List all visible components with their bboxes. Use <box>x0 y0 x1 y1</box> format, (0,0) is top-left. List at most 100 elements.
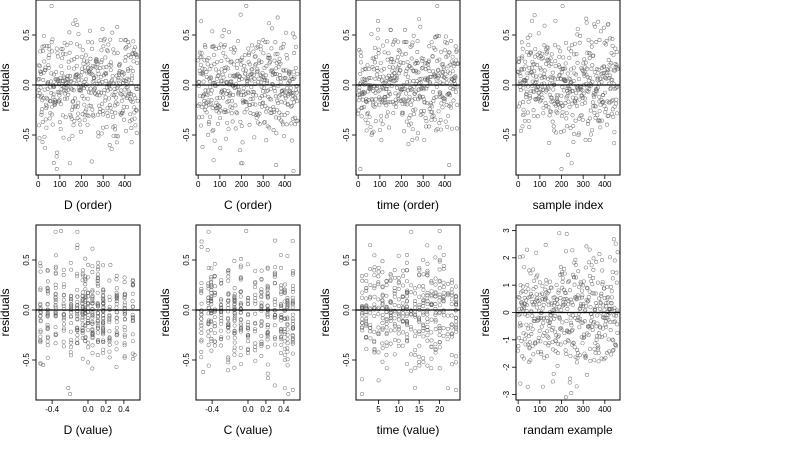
scatter-point <box>219 280 224 285</box>
scatter-point <box>598 125 603 130</box>
scatter-point <box>114 305 119 310</box>
scatter-point <box>52 72 56 77</box>
scatter-point <box>285 56 290 61</box>
scatter-point <box>200 145 205 149</box>
scatter-point <box>62 96 67 101</box>
scatter-point <box>98 66 103 71</box>
scatter-point <box>75 316 80 321</box>
scatter-point <box>413 291 418 296</box>
scatter-point <box>530 343 535 348</box>
scatter-point <box>537 280 542 285</box>
scatter-point <box>416 87 421 92</box>
scatter-point <box>429 280 434 285</box>
x-tick-label: 200 <box>235 180 249 189</box>
scatter-point <box>563 348 568 353</box>
scatter-point <box>226 299 231 304</box>
scatter-point <box>528 51 533 56</box>
scatter-point <box>135 87 140 92</box>
scatter-point <box>601 99 606 104</box>
scatter-point <box>580 341 585 346</box>
scatter-point <box>441 290 446 295</box>
scatter-point <box>583 100 588 105</box>
y-tick-label: 0.0 <box>182 79 191 91</box>
scatter-point <box>413 89 418 94</box>
scatter-point <box>530 83 535 88</box>
scatter-point <box>393 91 398 96</box>
scatter-point <box>526 287 531 292</box>
scatter-point <box>396 324 401 329</box>
scatter-point <box>571 341 576 346</box>
scatter-point <box>409 290 413 295</box>
scatter-point <box>117 62 122 66</box>
scatter-point <box>199 339 204 344</box>
scatter-point <box>103 98 108 103</box>
scatter-point <box>53 266 58 271</box>
scatter-point <box>359 114 364 119</box>
scatter-point <box>610 295 614 300</box>
scatter-point <box>429 279 434 284</box>
scatter-point <box>90 289 95 294</box>
scatter-point <box>602 103 607 108</box>
scatter-point <box>413 366 418 370</box>
scatter-point <box>391 111 396 116</box>
scatter-point <box>232 318 237 323</box>
scatter-point <box>61 328 66 333</box>
scatter-point <box>90 343 95 348</box>
scatter-point <box>372 313 377 318</box>
scatter-point <box>580 288 585 293</box>
scatter-point <box>546 289 551 294</box>
scatter-point <box>45 268 50 273</box>
scatter-point <box>197 68 202 73</box>
scatter-point <box>436 109 441 114</box>
scatter-point <box>424 61 429 65</box>
scatter-point <box>591 276 596 281</box>
scatter-point <box>419 86 423 91</box>
scatter-point <box>124 45 129 50</box>
y-tick-label: -0.5 <box>22 353 31 367</box>
scatter-point <box>370 98 375 103</box>
scatter-point <box>88 90 93 95</box>
scatter-point <box>69 58 74 63</box>
scatter-point <box>232 317 237 322</box>
scatter-point <box>130 76 135 81</box>
scatter-point <box>429 356 434 361</box>
scatter-point <box>567 380 572 385</box>
scatter-point <box>101 319 106 324</box>
scatter-point <box>380 326 385 331</box>
scatter-point <box>101 65 106 70</box>
scatter-point <box>568 353 573 358</box>
scatter-point <box>122 333 127 338</box>
scatter-point <box>433 276 438 281</box>
scatter-point <box>395 58 400 63</box>
scatter-point <box>429 344 434 349</box>
scatter-point <box>90 40 95 45</box>
scatter-point <box>525 50 530 55</box>
scatter-point <box>217 104 222 109</box>
scatter-point <box>64 43 69 48</box>
scatter-point <box>90 293 95 298</box>
scatter-point <box>59 70 64 75</box>
scatter-point <box>531 287 536 292</box>
scatter-point <box>253 358 258 363</box>
scatter-point <box>225 100 230 105</box>
scatter-point <box>199 290 204 295</box>
scatter-point <box>246 296 251 301</box>
scatter-point <box>215 60 219 65</box>
scatter-point <box>281 76 286 81</box>
scatter-point <box>295 71 300 76</box>
scatter-point <box>122 334 127 339</box>
scatter-point <box>279 327 284 332</box>
scatter-point <box>425 291 430 295</box>
scatter-point <box>527 65 532 70</box>
scatter-point <box>232 340 237 345</box>
scatter-point <box>425 338 430 343</box>
scatter-point <box>100 27 105 32</box>
scatter-point <box>125 96 130 101</box>
scatter-point <box>421 272 426 277</box>
scatter-point <box>520 54 525 59</box>
y-axis-title: residuals <box>478 63 492 111</box>
scatter-point <box>604 76 609 81</box>
scatter-point <box>122 355 127 360</box>
scatter-point <box>525 342 530 347</box>
scatter-point <box>557 54 562 59</box>
